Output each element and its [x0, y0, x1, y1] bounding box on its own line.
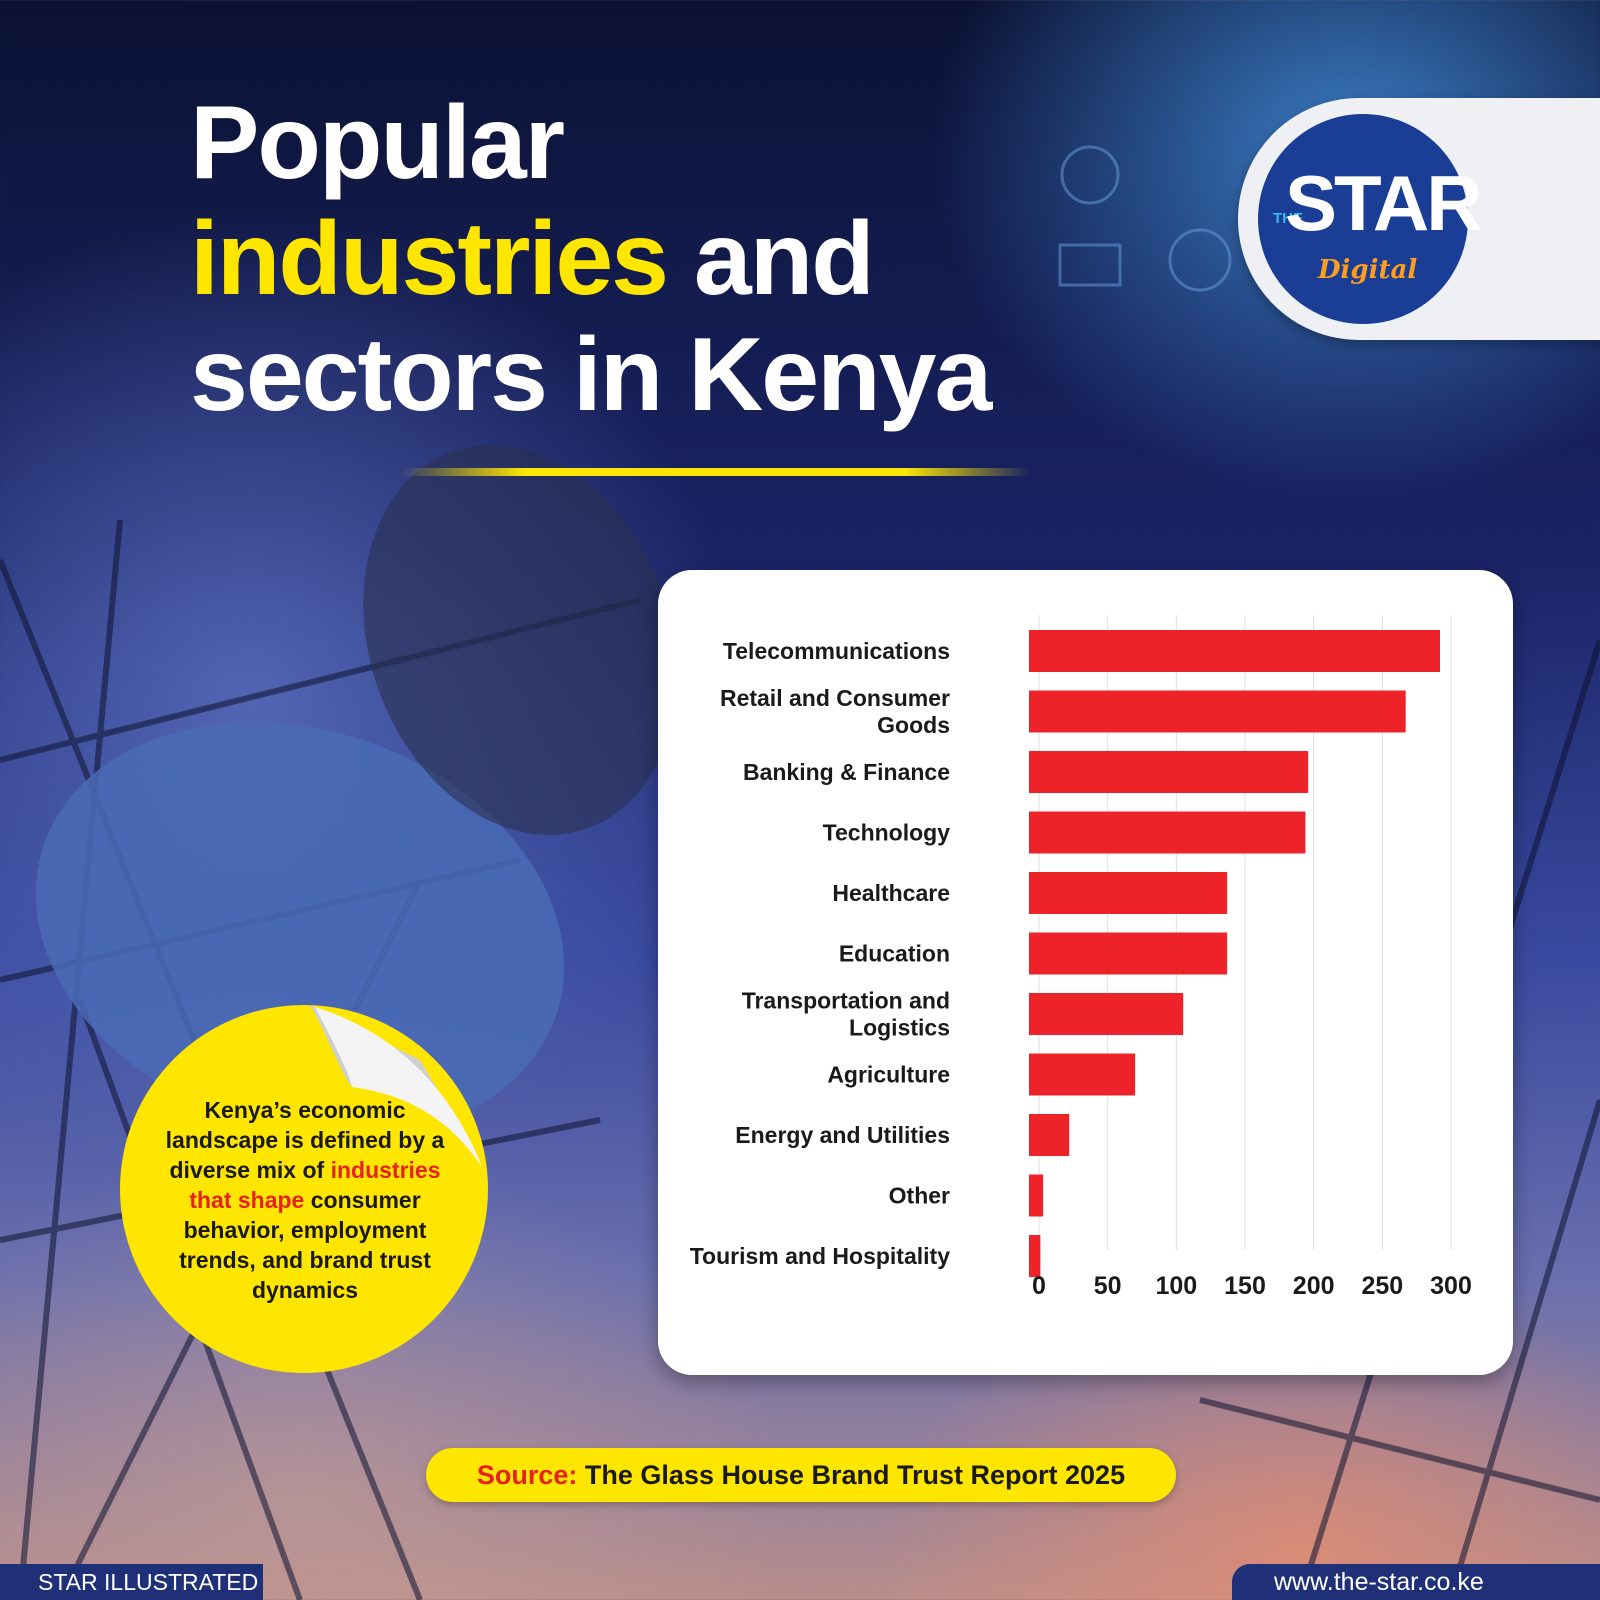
source-banner: Source: The Glass House Brand Trust Repo… [426, 1448, 1176, 1502]
footer-left-label: STAR ILLUSTRATED [0, 1564, 263, 1600]
category-label: Technology [823, 820, 951, 846]
category-label: Healthcare [832, 880, 950, 906]
category-label: Banking & Finance [743, 759, 950, 785]
category-label: Tourism and Hospitality [690, 1243, 950, 1269]
page-title: Popular industries and sectors in Kenya [190, 85, 1090, 433]
sticker-text-part-end: consumer behavior, employment trends, an… [179, 1187, 431, 1303]
chart-card: Telecommunications Retail and Consumer Goo… [658, 570, 1513, 1375]
logo-digital-text: Digital [1318, 255, 1418, 285]
satellite-dish-shape [35, 722, 565, 1138]
x-tick-label: 300 [1430, 1272, 1472, 1300]
title-line-3: sectors in Kenya [190, 317, 992, 433]
x-tick-label: 200 [1293, 1272, 1335, 1300]
bar [1029, 932, 1228, 975]
x-tick-label: 250 [1361, 1272, 1403, 1300]
x-tick-label: 50 [1094, 1272, 1122, 1300]
bar [1029, 751, 1309, 793]
bar [1029, 1053, 1136, 1096]
category-label: Energy and Utilities [735, 1122, 950, 1148]
bar [1029, 811, 1306, 854]
bar [1029, 1114, 1070, 1156]
category-label: Education [839, 941, 950, 967]
bar [1029, 872, 1228, 914]
title-line-2-rest: and [667, 201, 875, 317]
category-label: Retail and Consumer Goods [720, 685, 950, 738]
category-label: Other [889, 1183, 950, 1209]
bar [1029, 1235, 1041, 1277]
sticker-text: Kenya’s economic landscape is defined by… [155, 1095, 455, 1305]
sticker-text-part: Kenya’s economic landscape is defined by… [165, 1097, 445, 1183]
footer-website-link[interactable]: www.the-star.co.ke [1232, 1564, 1600, 1600]
bar [1029, 1174, 1044, 1217]
bar [1029, 993, 1184, 1035]
bar [1029, 630, 1441, 672]
source-text: The Glass House Brand Trust Report 2025 [577, 1460, 1126, 1490]
category-label: Transportation and Logistics [742, 988, 950, 1041]
category-label: Telecommunications [723, 638, 950, 664]
x-tick-label: 150 [1224, 1272, 1266, 1300]
bar [1029, 690, 1406, 733]
x-tick-label: 0 [1032, 1272, 1046, 1300]
category-label: Agriculture [827, 1062, 950, 1088]
bar-chart: Telecommunications Retail and Consumer Goo… [690, 615, 1472, 1300]
title-line-1: Popular [190, 85, 565, 201]
sticker-disc [120, 1005, 488, 1373]
title-highlight: industries [190, 201, 669, 317]
the-star-logo [1258, 114, 1468, 324]
logo-star-text: STAR [1285, 159, 1483, 247]
source-label: Source: [476, 1460, 578, 1490]
x-tick-label: 100 [1155, 1272, 1197, 1300]
sticker-highlight: industries that shape [189, 1157, 441, 1213]
sticker-peel-curl [310, 1005, 488, 1175]
title-underline [400, 468, 1030, 476]
logo-the-text: THE [1273, 210, 1303, 227]
info-sticker: Kenya’s economic landscape is defined by… [120, 1005, 488, 1373]
